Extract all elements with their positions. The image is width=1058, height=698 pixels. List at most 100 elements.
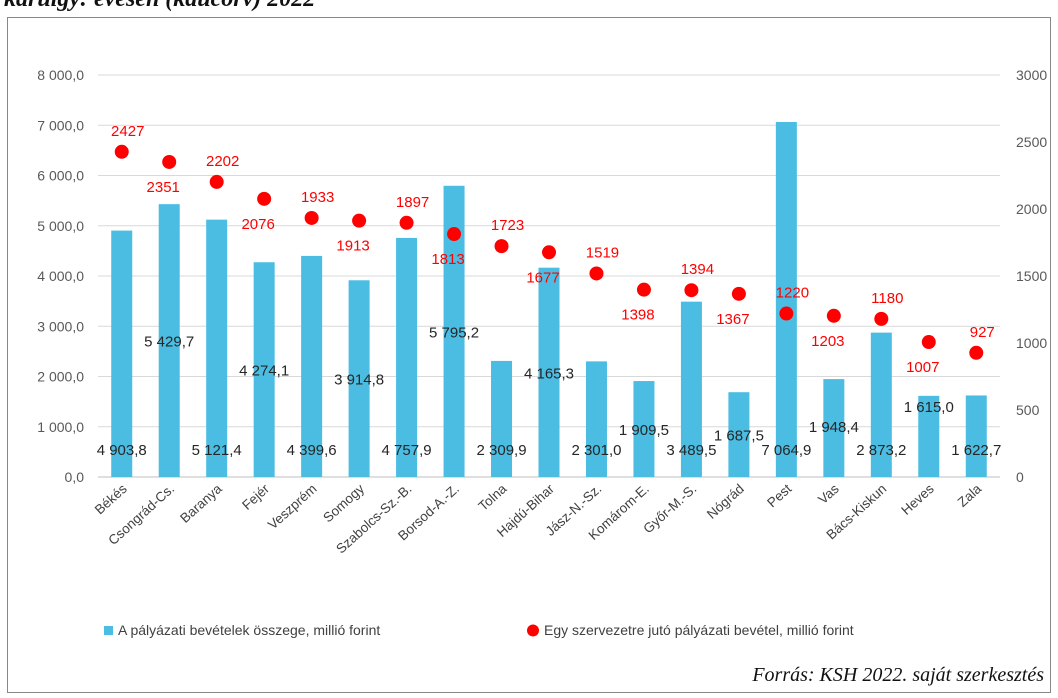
bar — [823, 379, 845, 477]
point-value-label: 1723 — [491, 217, 524, 234]
scatter-point — [399, 215, 414, 230]
scatter-point — [209, 174, 224, 189]
legend-label-bars: A pályázati bevételek összege, millió fo… — [118, 622, 380, 638]
bar — [443, 185, 465, 477]
legend-swatch-bars — [104, 626, 113, 635]
y-left-tick-label: 8 000,0 — [37, 67, 84, 83]
y-right-tick-label: 500 — [1016, 402, 1040, 418]
bar — [870, 332, 892, 477]
scatter-point — [636, 282, 651, 297]
point-value-label: 1180 — [871, 290, 903, 307]
bar — [348, 280, 370, 477]
point-value-label: 1913 — [336, 238, 369, 255]
point-value-label: 2076 — [241, 216, 274, 233]
bar — [111, 230, 133, 477]
bar — [633, 381, 655, 477]
scatter-point — [447, 227, 462, 242]
bar — [965, 395, 987, 477]
point-value-label: 1007 — [906, 359, 939, 376]
y-right-tick-label: 2500 — [1016, 134, 1047, 150]
bar-value-label: 5 795,2 — [429, 324, 479, 341]
scatter-point — [921, 335, 936, 350]
point-value-label: 1677 — [526, 269, 559, 286]
point-value-label: 1394 — [681, 261, 714, 278]
x-category-label: Békés — [92, 481, 130, 517]
scatter-point — [494, 239, 509, 254]
bar — [680, 301, 702, 477]
x-category-label: Fejér — [239, 481, 272, 513]
scatter-point — [684, 283, 699, 298]
y-left-tick-label: 4 000,0 — [37, 268, 84, 284]
bar-value-label: 3 489,5 — [666, 442, 716, 459]
source-note: Forrás: KSH 2022. saját szerkesztés — [752, 664, 1044, 686]
point-value-label: 1367 — [716, 311, 749, 328]
bar — [158, 204, 180, 477]
bar-value-label: 7 064,9 — [761, 442, 811, 459]
scatter-point — [779, 306, 794, 321]
x-category-label: Somogy — [320, 481, 367, 525]
x-category-label: Vas — [815, 481, 842, 507]
bar-value-label: 5 429,7 — [144, 334, 194, 351]
bar — [491, 360, 513, 477]
bar — [918, 395, 940, 477]
bar-value-label: 4 274,1 — [239, 363, 289, 380]
scatter-point — [826, 308, 841, 323]
scatter-point — [114, 144, 129, 159]
legend-label-points: Egy szervezetre jutó pályázati bevétel, … — [544, 622, 854, 638]
scatter-point — [304, 210, 319, 225]
x-category-label: Pest — [764, 481, 794, 510]
y-right-tick-label: 1500 — [1016, 268, 1047, 284]
y-right-tick-label: 1000 — [1016, 335, 1047, 351]
x-category-label: Heves — [898, 481, 937, 518]
point-value-label: 927 — [970, 324, 995, 341]
scatter-point — [874, 311, 889, 326]
scatter-point — [969, 345, 984, 360]
x-category-label: Veszprém — [265, 481, 320, 532]
y-left-tick-label: 3 000,0 — [37, 318, 84, 334]
bar — [301, 255, 323, 477]
x-category-label: Baranya — [177, 481, 225, 526]
y-left-tick-label: 7 000,0 — [37, 117, 84, 133]
bar — [585, 361, 607, 477]
bar — [396, 237, 418, 477]
point-value-label: 1897 — [396, 194, 429, 211]
bar-value-label: 5 121,4 — [192, 442, 242, 459]
y-left-tick-label: 1 000,0 — [37, 419, 84, 435]
scatter-point — [257, 191, 272, 206]
bar — [728, 392, 750, 477]
point-value-label: 2427 — [111, 123, 144, 140]
bar — [206, 219, 228, 477]
bar-value-label: 4 399,6 — [287, 442, 337, 459]
figure-caption: karulgy: evesen (kaucorv) 2022 — [4, 0, 315, 13]
y-left-tick-label: 0,0 — [65, 469, 85, 485]
y-right-tick-label: 2000 — [1016, 201, 1047, 217]
y-left-tick-label: 5 000,0 — [37, 218, 84, 234]
point-value-label: 1933 — [301, 189, 334, 206]
y-right-tick-label: 0 — [1016, 469, 1024, 485]
scatter-point — [542, 245, 556, 260]
bar-value-label: 2 309,9 — [477, 442, 527, 459]
bar-value-label: 2 873,2 — [856, 442, 906, 459]
bar — [253, 262, 275, 477]
point-value-label: 1519 — [586, 244, 619, 261]
scatter-point — [162, 154, 177, 169]
bar — [775, 121, 797, 478]
bar-value-label: 1 615,0 — [904, 399, 954, 416]
x-category-label: Tolna — [476, 481, 510, 514]
point-value-label: 1813 — [431, 251, 464, 268]
scatter-point — [352, 213, 367, 228]
bar-value-label: 2 301,0 — [571, 442, 621, 459]
x-category-label: Zala — [955, 481, 985, 510]
y-left-tick-label: 6 000,0 — [37, 168, 84, 184]
bar-value-label: 4 903,8 — [97, 442, 147, 459]
x-category-label: Nógrád — [704, 481, 747, 522]
point-value-label: 2202 — [206, 153, 239, 170]
bar-value-label: 1 948,4 — [809, 419, 859, 436]
bar-value-label: 1 687,5 — [714, 428, 764, 445]
point-value-label: 1398 — [621, 307, 654, 324]
legend-swatch-points — [527, 624, 539, 637]
bar-value-label: 4 165,3 — [524, 365, 574, 382]
bar-value-label: 3 914,8 — [334, 372, 384, 389]
point-value-label: 1203 — [811, 333, 844, 350]
